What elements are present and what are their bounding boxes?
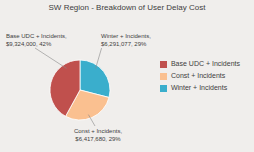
svg-text:Winter + Incidents,$6,291,077,: Winter + Incidents,$6,291,077, 29% [101, 33, 151, 47]
svg-text:Base UDC + Incidents,$9,324,00: Base UDC + Incidents,$9,324,000, 42% [8, 33, 67, 47]
html-text:Const + Incidents: Const + Incidents [170, 72, 226, 79]
html-text:Winter + Incidents: Winter + Incidents [170, 84, 228, 91]
html-text:Base UDC + Incidents: Base UDC + Incidents [170, 60, 240, 67]
svg-text:Const + Incidents,$6,417,680,: Const + Incidents,$6,417,680, 29% [74, 128, 123, 142]
html-text:SW Region - Breakdown of User: SW Region - Breakdown of User Delay Cost [48, 3, 206, 12]
